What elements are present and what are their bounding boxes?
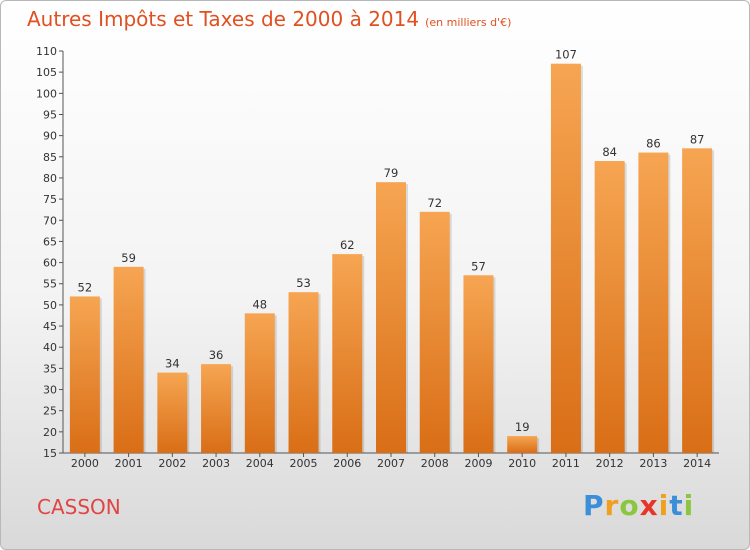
bar xyxy=(550,63,581,454)
y-tick-label: 100 xyxy=(36,87,57,100)
y-tick-label: 95 xyxy=(43,108,57,121)
bar xyxy=(419,211,450,453)
data-label: 53 xyxy=(296,276,311,290)
data-label: 84 xyxy=(602,145,617,159)
bar xyxy=(288,292,319,453)
x-tick-label: 2003 xyxy=(202,457,230,470)
y-tick-label: 30 xyxy=(43,384,57,397)
data-label: 36 xyxy=(209,348,224,362)
data-label: 86 xyxy=(646,137,661,151)
data-label: 19 xyxy=(515,420,530,434)
y-tick-label: 110 xyxy=(36,45,57,58)
x-tick-label: 2000 xyxy=(71,457,99,470)
x-tick-label: 2006 xyxy=(333,457,361,470)
y-tick-label: 40 xyxy=(43,341,57,354)
y-tick-label: 50 xyxy=(43,299,57,312)
data-label: 48 xyxy=(252,297,267,311)
bar xyxy=(201,364,232,453)
bar xyxy=(69,296,100,453)
y-tick-label: 35 xyxy=(43,362,57,375)
y-tick-label: 45 xyxy=(43,320,57,333)
y-tick-label: 15 xyxy=(43,447,57,460)
x-tick-label: 2004 xyxy=(246,457,274,470)
y-tick-label: 60 xyxy=(43,257,57,270)
y-tick-label: 90 xyxy=(43,130,57,143)
bar xyxy=(594,161,625,453)
y-tick-label: 105 xyxy=(36,66,57,79)
y-tick-label: 65 xyxy=(43,235,57,248)
x-tick-label: 2012 xyxy=(596,457,624,470)
data-label: 34 xyxy=(165,357,180,371)
bar xyxy=(244,313,275,453)
data-label: 62 xyxy=(340,238,355,252)
y-tick-label: 80 xyxy=(43,172,57,185)
chart-unit: (en milliers d'€) xyxy=(425,16,512,29)
data-label: 79 xyxy=(384,166,399,180)
data-label: 72 xyxy=(427,196,442,210)
x-tick-label: 2008 xyxy=(421,457,449,470)
bar xyxy=(157,372,188,453)
data-label: 52 xyxy=(78,280,93,294)
data-label: 107 xyxy=(555,48,577,62)
y-tick-label: 25 xyxy=(43,405,57,418)
x-tick-label: 2002 xyxy=(158,457,186,470)
bar xyxy=(376,182,406,453)
data-label: 57 xyxy=(471,259,486,273)
bar xyxy=(638,152,669,453)
y-tick-label: 70 xyxy=(43,214,57,227)
y-tick-label: 55 xyxy=(43,278,57,291)
x-tick-label: 2010 xyxy=(508,457,536,470)
y-tick-label: 85 xyxy=(43,151,57,164)
x-tick-label: 2007 xyxy=(377,457,405,470)
bar xyxy=(682,148,713,454)
x-tick-label: 2011 xyxy=(552,457,580,470)
chart-title: Autres Impôts et Taxes de 2000 à 2014 (en… xyxy=(27,7,511,31)
bar xyxy=(463,275,494,453)
proxiti-logo: Proxiti xyxy=(583,489,695,522)
bar xyxy=(332,254,363,453)
data-label: 59 xyxy=(121,251,136,265)
y-tick-label: 20 xyxy=(43,426,57,439)
bar xyxy=(113,266,144,453)
commune-name: CASSON xyxy=(37,495,121,519)
x-tick-label: 2001 xyxy=(115,457,143,470)
bar xyxy=(507,436,538,453)
x-tick-label: 2014 xyxy=(683,457,711,470)
chart-title-text: Autres Impôts et Taxes de 2000 à 2014 xyxy=(27,7,420,31)
x-tick-label: 2013 xyxy=(639,457,667,470)
data-label: 87 xyxy=(690,132,705,146)
x-tick-label: 2005 xyxy=(290,457,318,470)
y-tick-label: 75 xyxy=(43,193,57,206)
x-tick-label: 2009 xyxy=(464,457,492,470)
